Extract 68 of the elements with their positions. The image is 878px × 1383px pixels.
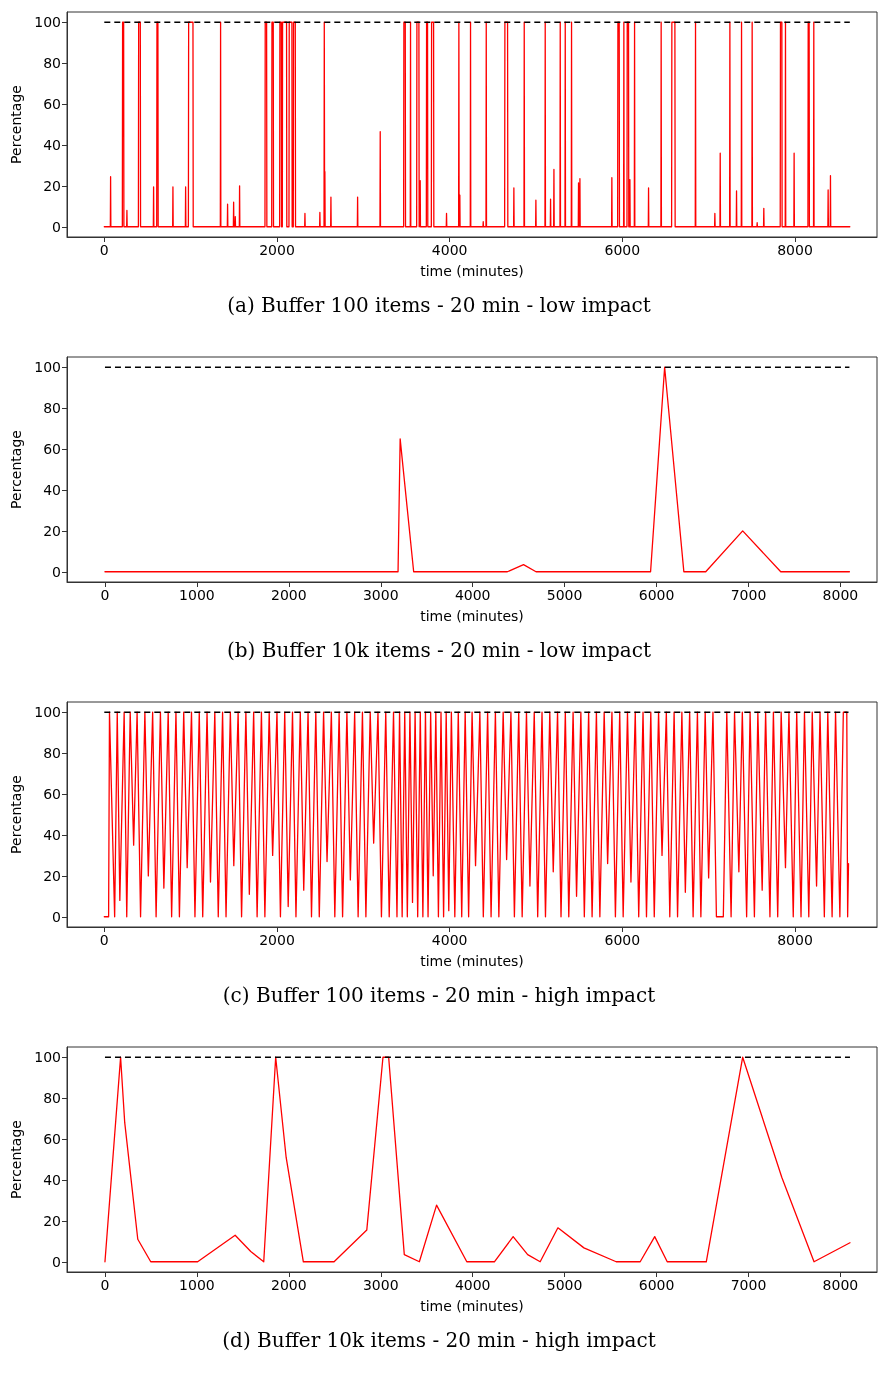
y-axis-title: Percentage [8,775,24,854]
x-tick-label: 0 [99,932,109,948]
y-tick-label: 60 [43,96,61,113]
y-tick-label: 0 [52,908,61,925]
line-series [104,366,851,573]
y-tick-label: 0 [52,1253,61,1270]
y-tick-label: 40 [43,826,61,843]
text: (d) Buffer 10k items - 20 min - high impact [222,1328,656,1352]
y-tick-label: 40 [43,136,61,153]
x-axis-title: time (minutes) [420,953,524,969]
x-tick-label: 1000 [179,587,215,603]
y-tick-label: 40 [43,1171,61,1188]
x-tick-label: 0 [100,587,110,603]
x-tick-label: 7000 [730,1277,767,1293]
y-tick-label: 100 [34,704,61,721]
x-tick-label: 4000 [454,1277,491,1293]
x-tick-label: 8000 [777,932,813,948]
y-tick-label: 20 [43,522,61,539]
text: (a) Buffer 100 items - 20 min - low impact [227,293,651,317]
y-tick-label: 0 [52,563,61,580]
x-tick-label: 7000 [730,587,767,603]
y-tick-label: 20 [43,867,61,884]
x-tick-label: 3000 [362,1277,399,1293]
x-axis-title: time (minutes) [420,608,524,624]
x-tick-label: 2000 [271,587,307,603]
y-axis-title: Percentage [8,85,24,164]
x-tick-label: 4000 [431,932,468,948]
y-tick-label: 60 [43,441,61,458]
y-tick-label: 40 [43,481,61,498]
x-tick-label: 1000 [179,1277,215,1293]
x-tick-label: 6000 [638,1277,675,1293]
y-tick-label: 60 [43,786,61,803]
y-tick-label: 20 [43,1212,61,1229]
x-tick-label: 8000 [822,1277,859,1293]
x-tick-label: 6000 [604,932,641,948]
text: (c) Buffer 100 items - 20 min - high impact [222,983,656,1007]
y-tick-label: 80 [43,55,61,72]
y-tick-label: 60 [43,1131,61,1148]
x-tick-label: 0 [99,242,109,258]
y-tick-label: 80 [43,400,61,417]
y-axis-title: Percentage [8,430,24,509]
x-tick-label: 6000 [604,242,641,258]
y-tick-label: 100 [34,1049,61,1066]
y-tick-label: 80 [43,1090,61,1107]
x-tick-label: 2000 [271,1277,307,1293]
y-tick-label: 100 [34,359,61,376]
x-tick-label: 4000 [454,587,491,603]
line-series [103,21,851,228]
x-tick-label: 2000 [259,932,295,948]
x-tick-label: 6000 [638,587,675,603]
y-tick-label: 0 [52,218,61,235]
x-tick-label: 2000 [259,242,295,258]
x-tick-label: 5000 [546,587,583,603]
x-tick-label: 4000 [431,242,468,258]
line-series [104,1056,851,1263]
x-tick-label: 5000 [546,1277,583,1293]
x-axis-title: time (minutes) [420,263,524,279]
x-tick-label: 0 [100,1277,110,1293]
text: (b) Buffer 10k items - 20 min - low impact [227,638,651,662]
y-tick-label: 80 [43,745,61,762]
x-tick-label: 8000 [777,242,813,258]
x-tick-label: 3000 [362,587,399,603]
y-tick-label: 100 [34,14,61,31]
y-axis-title: Percentage [8,1120,24,1199]
line-series [103,711,850,918]
x-axis-title: time (minutes) [420,1298,524,1314]
y-tick-label: 20 [43,177,61,194]
x-tick-label: 8000 [822,587,859,603]
